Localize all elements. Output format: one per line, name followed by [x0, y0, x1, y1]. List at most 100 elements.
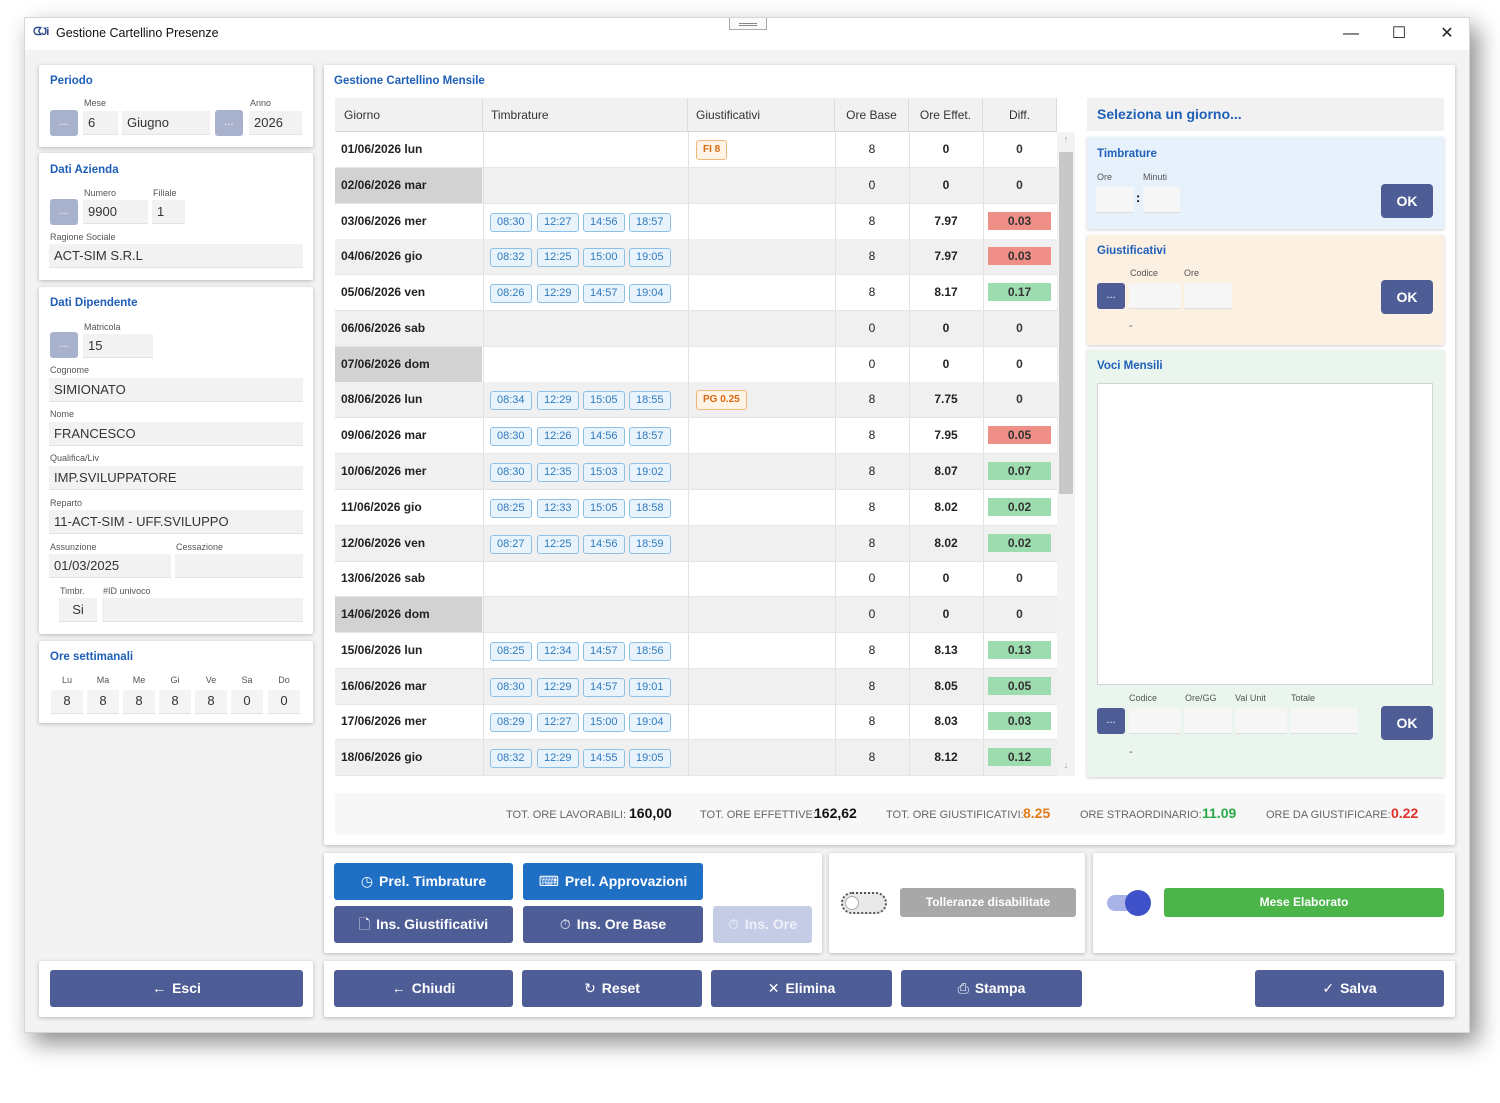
- punch-chip[interactable]: 19:05: [629, 749, 671, 769]
- punch-chip[interactable]: 19:05: [629, 248, 671, 268]
- table-row[interactable]: 12/06/2026 ven 08:27 12:25 14:56 18:59 8 8.02 0…: [335, 525, 1057, 562]
- table-row[interactable]: 09/06/2026 mar 08:30 12:26 14:56 18:57 8 7.95 0…: [335, 418, 1057, 455]
- punch-chip[interactable]: 08:25: [490, 498, 532, 518]
- table-row[interactable]: 07/06/2026 dom 0 0 0: [335, 346, 1057, 383]
- voce-totale-input[interactable]: [1290, 708, 1358, 734]
- day-cell[interactable]: 16/06/2026 mar: [341, 678, 427, 693]
- voci-mensili-list[interactable]: [1097, 383, 1433, 685]
- mese-lookup-button[interactable]: ...: [50, 110, 78, 136]
- prel-timbrature-button[interactable]: ◷ Prel. Timbrature: [334, 863, 513, 900]
- grid-scrollbar[interactable]: ↑ ↓: [1057, 132, 1075, 776]
- punch-chip[interactable]: 12:33: [537, 498, 579, 518]
- elimina-button[interactable]: ✕ Elimina: [711, 970, 892, 1007]
- weekday-hours-field[interactable]: 0: [268, 690, 300, 714]
- punch-chip[interactable]: 15:03: [583, 463, 625, 483]
- punch-chip[interactable]: 14:57: [583, 284, 625, 304]
- azienda-lookup-button[interactable]: ...: [50, 199, 78, 225]
- cessazione-field[interactable]: [175, 554, 303, 578]
- weekday-hours-field[interactable]: 8: [51, 690, 83, 714]
- giustificativo-badge[interactable]: FI 8: [696, 140, 728, 160]
- punch-chip[interactable]: 08:34: [490, 391, 532, 411]
- punch-chip[interactable]: 15:00: [583, 713, 625, 733]
- stampa-button[interactable]: ⎙ Stampa: [901, 970, 1082, 1007]
- punch-chip[interactable]: 18:58: [629, 498, 671, 518]
- weekday-hours-field[interactable]: 8: [195, 690, 227, 714]
- day-cell[interactable]: 10/06/2026 mer: [341, 464, 427, 479]
- day-cell[interactable]: 05/06/2026 ven: [341, 285, 426, 300]
- filiale-field[interactable]: 1: [152, 200, 185, 224]
- punch-chip[interactable]: 15:05: [583, 391, 625, 411]
- table-row[interactable]: 01/06/2026 lun FI 8 8 0 0: [335, 132, 1057, 168]
- day-cell[interactable]: 13/06/2026 sab: [341, 571, 426, 586]
- punch-chip[interactable]: 12:29: [537, 391, 579, 411]
- timbratura-ore-input[interactable]: [1096, 187, 1134, 213]
- ins-giustificativi-button[interactable]: 🗋 Ins. Giustificativi: [334, 906, 513, 943]
- timbr-field[interactable]: Si: [59, 598, 97, 622]
- punch-chip[interactable]: 08:29: [490, 713, 532, 733]
- table-row[interactable]: 15/06/2026 lun 08:25 12:34 14:57 18:56 8 8.13 0…: [335, 632, 1057, 669]
- minimize-button[interactable]: —: [1343, 25, 1359, 42]
- table-row[interactable]: 08/06/2026 lun 08:34 12:29 15:05 18:55 PG 0.2…: [335, 382, 1057, 419]
- giustificativo-ore-input[interactable]: [1184, 283, 1232, 309]
- punch-chip[interactable]: 12:29: [537, 677, 579, 697]
- voce-oregg-input[interactable]: [1184, 708, 1232, 734]
- day-cell[interactable]: 03/06/2026 mer: [341, 213, 427, 228]
- punch-chip[interactable]: 14:57: [583, 641, 625, 661]
- punch-chip[interactable]: 12:25: [537, 534, 579, 554]
- drag-handle-icon[interactable]: [729, 18, 767, 30]
- scroll-down-icon[interactable]: ↓: [1063, 760, 1069, 770]
- col-ore-base[interactable]: Ore Base: [835, 98, 909, 132]
- punch-chip[interactable]: 12:25: [537, 248, 579, 268]
- chiudi-button[interactable]: ← Chiudi: [334, 970, 513, 1007]
- day-cell[interactable]: 12/06/2026 ven: [341, 535, 426, 550]
- voce-ok-button[interactable]: OK: [1381, 706, 1433, 740]
- day-cell[interactable]: 06/06/2026 sab: [341, 320, 426, 335]
- salva-button[interactable]: ✓ Salva: [1255, 970, 1444, 1007]
- table-row[interactable]: 14/06/2026 dom 0 0 0: [335, 597, 1057, 634]
- punch-chip[interactable]: 14:56: [583, 427, 625, 447]
- col-giorno[interactable]: Giorno: [335, 98, 483, 132]
- punch-chip[interactable]: 08:30: [490, 212, 532, 232]
- punch-chip[interactable]: 14:56: [583, 534, 625, 554]
- punch-chip[interactable]: 14:57: [583, 677, 625, 697]
- punch-chip[interactable]: 19:04: [629, 284, 671, 304]
- scroll-up-icon[interactable]: ↑: [1063, 134, 1069, 144]
- punch-chip[interactable]: 12:35: [537, 463, 579, 483]
- table-row[interactable]: 18/06/2026 gio 08:32 12:29 14:55 19:05 8 8.12 0…: [335, 740, 1057, 777]
- weekday-hours-field[interactable]: 8: [123, 690, 155, 714]
- ragione-field[interactable]: ACT-SIM S.R.L: [49, 244, 303, 268]
- table-row[interactable]: 04/06/2026 gio 08:32 12:25 15:00 19:05 8 7.97 0…: [335, 239, 1057, 276]
- day-cell[interactable]: 09/06/2026 mar: [341, 428, 427, 443]
- tolleranze-toggle[interactable]: [841, 892, 887, 914]
- day-cell[interactable]: 14/06/2026 dom: [335, 597, 482, 633]
- giustificativo-badge[interactable]: PG 0.25: [696, 390, 747, 411]
- punch-chip[interactable]: 12:27: [537, 713, 579, 733]
- punch-chip[interactable]: 08:32: [490, 749, 532, 769]
- punch-chip[interactable]: 18:55: [629, 391, 671, 411]
- qualifica-field[interactable]: IMP.SVILUPPATORE: [49, 466, 303, 490]
- table-row[interactable]: 06/06/2026 sab 0 0 0: [335, 310, 1057, 347]
- day-cell[interactable]: 01/06/2026 lun: [341, 142, 423, 156]
- col-timbrature[interactable]: Timbrature: [483, 98, 688, 132]
- punch-chip[interactable]: 12:29: [537, 749, 579, 769]
- punch-chip[interactable]: 12:27: [537, 212, 579, 232]
- giustificativo-ok-button[interactable]: OK: [1381, 280, 1433, 314]
- col-ore-effet[interactable]: Ore Effet.: [909, 98, 983, 132]
- punch-chip[interactable]: 19:02: [629, 463, 671, 483]
- punch-chip[interactable]: 15:05: [583, 498, 625, 518]
- numero-field[interactable]: 9900: [83, 200, 148, 224]
- day-cell[interactable]: 04/06/2026 gio: [341, 249, 423, 264]
- day-cell[interactable]: 02/06/2026 mar: [335, 167, 482, 203]
- day-cell[interactable]: 08/06/2026 lun: [341, 392, 423, 407]
- day-cell[interactable]: 07/06/2026 dom: [335, 346, 482, 382]
- table-row[interactable]: 05/06/2026 ven 08:26 12:29 14:57 19:04 8 8.17 0…: [335, 275, 1057, 312]
- mese-num-field[interactable]: 6: [83, 111, 118, 135]
- punch-chip[interactable]: 15:00: [583, 248, 625, 268]
- punch-chip[interactable]: 18:57: [629, 212, 671, 232]
- punch-chip[interactable]: 19:01: [629, 677, 671, 697]
- day-cell[interactable]: 17/06/2026 mer: [341, 714, 427, 729]
- table-row[interactable]: 03/06/2026 mer 08:30 12:27 14:56 18:57 8 7.97 0…: [335, 203, 1057, 240]
- tolleranze-status[interactable]: Tolleranze disabilitate: [900, 888, 1076, 917]
- weekday-hours-field[interactable]: 0: [231, 690, 263, 714]
- dipendente-lookup-button[interactable]: ...: [50, 332, 78, 358]
